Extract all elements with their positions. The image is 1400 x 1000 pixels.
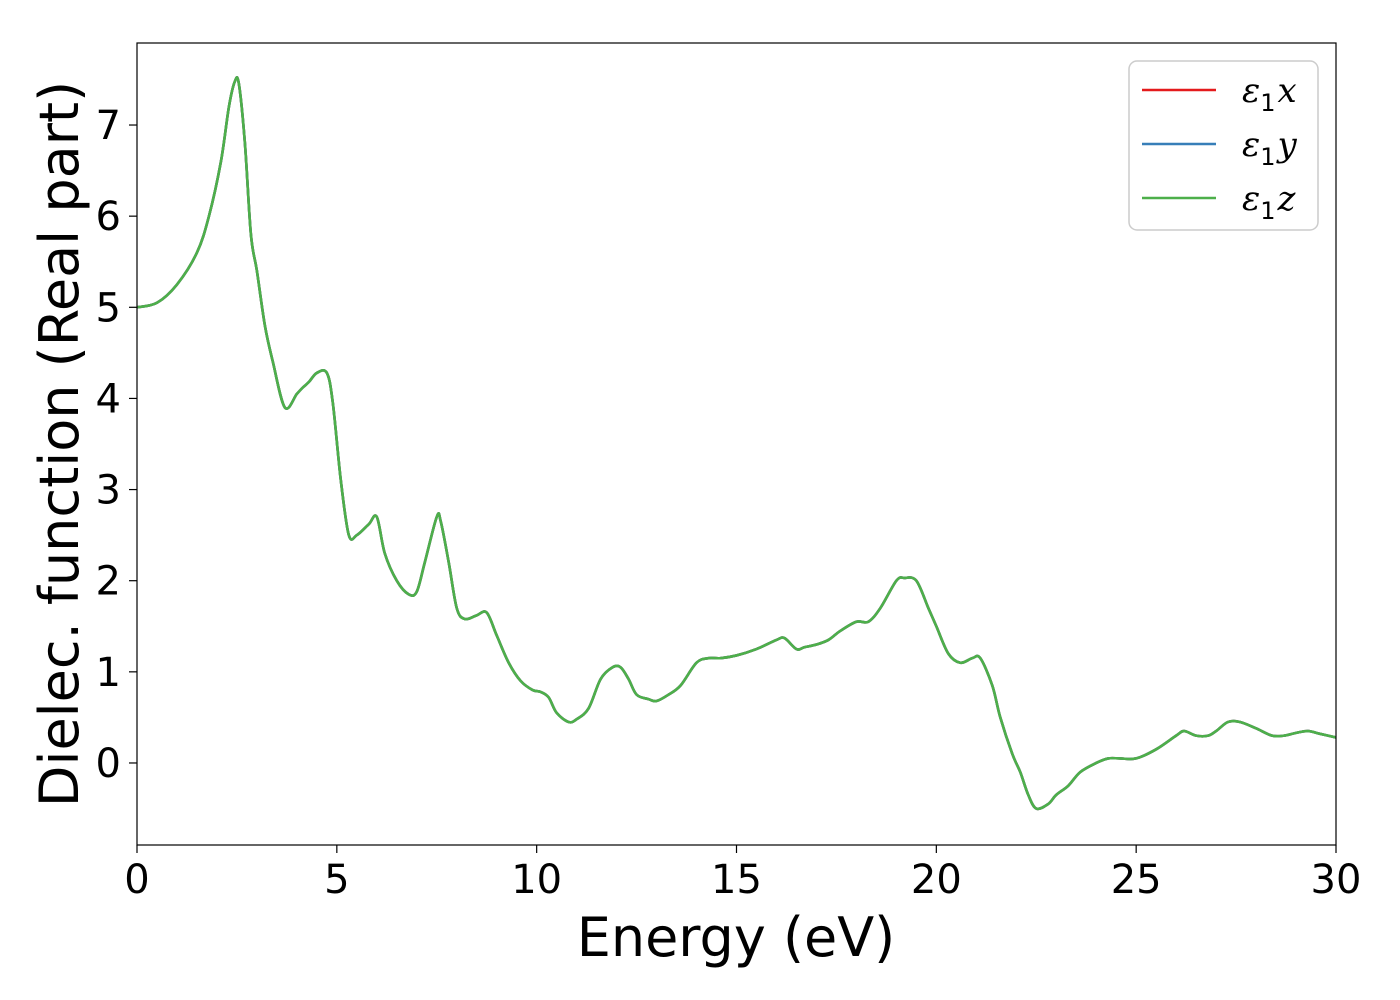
y-tick-label: 0: [96, 741, 121, 787]
y-tick-label: 2: [96, 559, 121, 605]
y-tick-label: 6: [96, 194, 121, 240]
series-line-z: [137, 76, 1336, 811]
y-axis-ticks: 0 1 2 3 4 5 6 7: [96, 103, 137, 787]
legend-label-y: ε1y: [1242, 125, 1298, 171]
y-axis-label: Dielec. function (Real part): [28, 81, 91, 807]
y-tick-label: 7: [96, 103, 121, 149]
y-tick-label: 1: [96, 650, 121, 696]
x-tick-label: 15: [711, 857, 762, 903]
y-tick-label: 5: [96, 285, 121, 331]
legend-label-x: ε1x: [1242, 71, 1297, 117]
series-layer: [137, 76, 1336, 811]
x-axis-ticks: 0 5 10 15 20 25 30: [124, 845, 1361, 903]
x-tick-label: 10: [511, 857, 562, 903]
x-tick-label: 5: [324, 857, 349, 903]
x-tick-label: 0: [124, 857, 149, 903]
legend: ε1x ε1y ε1z: [1128, 60, 1319, 231]
x-axis-label: Energy (eV): [577, 906, 896, 969]
legend-box: [1128, 60, 1319, 231]
y-tick-label: 4: [96, 376, 121, 422]
x-tick-label: 30: [1311, 857, 1362, 903]
x-tick-label: 20: [911, 857, 962, 903]
x-tick-label: 25: [1111, 857, 1162, 903]
y-tick-label: 3: [96, 468, 121, 514]
legend-label-z: ε1z: [1242, 179, 1297, 225]
